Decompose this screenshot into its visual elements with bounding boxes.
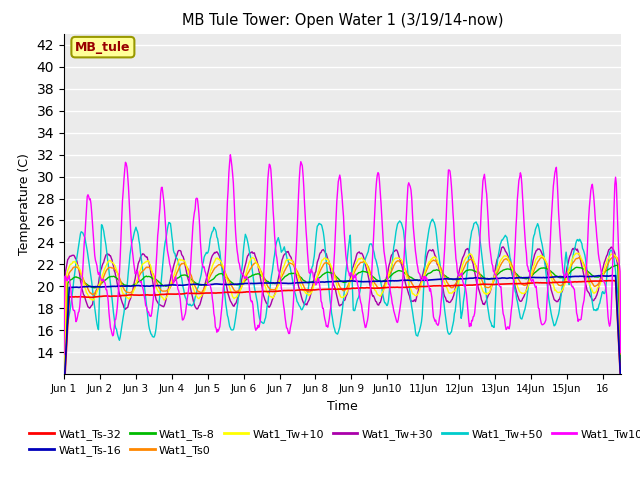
Wat1_Tw+30 (473, 281, 481, 287)
Wat1_Ts-32 (138, 292, 146, 298)
Wat1_Ts-8 (63, 326, 70, 332)
Wat1_Tw100 (617, 349, 625, 355)
Line: Wat1_Ts-16: Wat1_Ts-16 (64, 276, 621, 390)
Wat1_Ts-16 (138, 283, 146, 288)
Text: MB_tule: MB_tule (75, 41, 131, 54)
Wat1_Ts-16 (608, 273, 616, 278)
Wat1_Tw+30 (460, 253, 467, 259)
Wat1_Tw+30 (60, 366, 68, 372)
Wat1_Ts0 (298, 278, 305, 284)
Wat1_Ts-32 (460, 282, 467, 288)
Line: Wat1_Tw+10: Wat1_Tw+10 (64, 253, 621, 393)
Wat1_Tw100 (298, 163, 306, 168)
Wat1_Tw+10 (63, 273, 70, 278)
Legend: Wat1_Ts-32, Wat1_Ts-16, Wat1_Ts-8, Wat1_Ts0, Wat1_Tw+10, Wat1_Tw+30, Wat1_Tw+50,: Wat1_Ts-32, Wat1_Ts-16, Wat1_Ts-8, Wat1_… (25, 424, 640, 460)
Wat1_Ts-16 (617, 380, 625, 386)
Wat1_Ts0 (617, 351, 625, 357)
Wat1_Tw+10 (319, 257, 326, 263)
Line: Wat1_Tw+50: Wat1_Tw+50 (64, 219, 621, 419)
Wat1_Tw100 (138, 283, 146, 289)
Wat1_Tw100 (60, 351, 68, 357)
Line: Wat1_Tw+30: Wat1_Tw+30 (64, 247, 621, 369)
Wat1_Tw+50 (474, 222, 481, 228)
Wat1_Tw+50 (460, 294, 468, 300)
Wat1_Ts0 (63, 305, 70, 311)
Wat1_Ts-32 (473, 282, 481, 288)
Line: Wat1_Ts-8: Wat1_Ts-8 (64, 265, 621, 396)
Wat1_Ts0 (460, 266, 467, 272)
Wat1_Ts-16 (460, 276, 467, 282)
Wat1_Tw100 (63, 275, 70, 280)
Wat1_Tw+10 (460, 260, 467, 266)
Wat1_Tw+50 (138, 260, 146, 266)
Wat1_Ts-8 (298, 275, 305, 281)
Wat1_Tw+50 (429, 216, 436, 222)
Wat1_Ts-8 (473, 269, 481, 275)
X-axis label: Time: Time (327, 400, 358, 413)
Wat1_Tw100 (227, 152, 234, 157)
Wat1_Ts-16 (63, 343, 70, 348)
Wat1_Ts-32 (63, 350, 70, 356)
Wat1_Ts-8 (319, 272, 326, 278)
Wat1_Tw+30 (63, 264, 70, 270)
Wat1_Tw+10 (298, 285, 305, 290)
Wat1_Tw+50 (60, 416, 68, 421)
Wat1_Ts0 (610, 253, 618, 259)
Wat1_Tw+50 (63, 325, 70, 331)
Wat1_Tw+10 (617, 343, 625, 349)
Wat1_Ts-16 (60, 387, 68, 393)
Wat1_Ts-16 (298, 280, 305, 286)
Y-axis label: Temperature (C): Temperature (C) (18, 153, 31, 255)
Wat1_Ts-32 (298, 287, 305, 293)
Wat1_Ts-8 (138, 277, 146, 283)
Wat1_Tw+10 (575, 250, 582, 256)
Wat1_Tw+50 (298, 307, 305, 312)
Line: Wat1_Ts0: Wat1_Ts0 (64, 256, 621, 394)
Wat1_Ts0 (319, 264, 326, 269)
Wat1_Tw+10 (60, 390, 68, 396)
Wat1_Ts-16 (473, 275, 481, 281)
Wat1_Ts0 (138, 269, 146, 275)
Wat1_Tw100 (319, 305, 327, 311)
Wat1_Tw+30 (617, 365, 625, 371)
Wat1_Ts0 (60, 391, 68, 397)
Wat1_Ts-32 (617, 383, 625, 389)
Wat1_Tw+30 (319, 247, 326, 253)
Wat1_Ts-32 (609, 278, 617, 284)
Wat1_Tw+50 (617, 351, 625, 357)
Wat1_Ts-32 (319, 287, 326, 292)
Wat1_Tw100 (474, 273, 481, 278)
Wat1_Tw+30 (298, 294, 305, 300)
Wat1_Ts-16 (319, 279, 326, 285)
Wat1_Ts-8 (460, 271, 467, 276)
Wat1_Ts-8 (60, 393, 68, 399)
Line: Wat1_Ts-32: Wat1_Ts-32 (64, 281, 621, 395)
Wat1_Tw+30 (499, 244, 507, 250)
Title: MB Tule Tower: Open Water 1 (3/19/14-now): MB Tule Tower: Open Water 1 (3/19/14-now… (182, 13, 503, 28)
Wat1_Tw+30 (138, 252, 146, 258)
Wat1_Tw+10 (473, 267, 481, 273)
Wat1_Tw+10 (138, 263, 146, 268)
Wat1_Tw100 (460, 283, 468, 289)
Line: Wat1_Tw100: Wat1_Tw100 (64, 155, 621, 354)
Wat1_Ts0 (473, 265, 481, 271)
Wat1_Ts-8 (612, 263, 620, 268)
Wat1_Ts-32 (60, 392, 68, 397)
Wat1_Tw+50 (319, 226, 326, 232)
Wat1_Ts-8 (617, 359, 625, 365)
